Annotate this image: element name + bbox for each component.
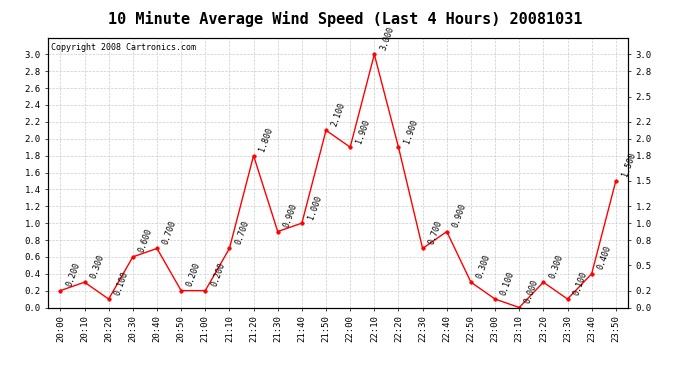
Text: 1.800: 1.800	[258, 126, 275, 153]
Text: 0.000: 0.000	[524, 278, 540, 305]
Text: 0.700: 0.700	[234, 219, 250, 246]
Text: 0.200: 0.200	[210, 261, 226, 288]
Text: 0.100: 0.100	[500, 270, 516, 296]
Text: 2.100: 2.100	[331, 101, 347, 128]
Text: 1.900: 1.900	[355, 118, 371, 144]
Text: 0.300: 0.300	[548, 253, 564, 279]
Text: 0.700: 0.700	[427, 219, 444, 246]
Text: 0.700: 0.700	[161, 219, 178, 246]
Text: 0.100: 0.100	[572, 270, 589, 296]
Text: 0.200: 0.200	[65, 261, 81, 288]
Text: 3.000: 3.000	[379, 25, 395, 52]
Text: 0.100: 0.100	[113, 270, 130, 296]
Text: 0.200: 0.200	[186, 261, 202, 288]
Text: 1.500: 1.500	[620, 152, 637, 178]
Text: 0.300: 0.300	[475, 253, 492, 279]
Text: 0.400: 0.400	[596, 244, 613, 271]
Text: 10 Minute Average Wind Speed (Last 4 Hours) 20081031: 10 Minute Average Wind Speed (Last 4 Hou…	[108, 11, 582, 27]
Text: 1.900: 1.900	[403, 118, 420, 144]
Text: 0.900: 0.900	[282, 202, 299, 229]
Text: 1.000: 1.000	[306, 194, 323, 220]
Text: 0.300: 0.300	[89, 253, 106, 279]
Text: Copyright 2008 Cartronics.com: Copyright 2008 Cartronics.com	[51, 43, 196, 52]
Text: 0.600: 0.600	[137, 228, 154, 254]
Text: 0.900: 0.900	[451, 202, 468, 229]
